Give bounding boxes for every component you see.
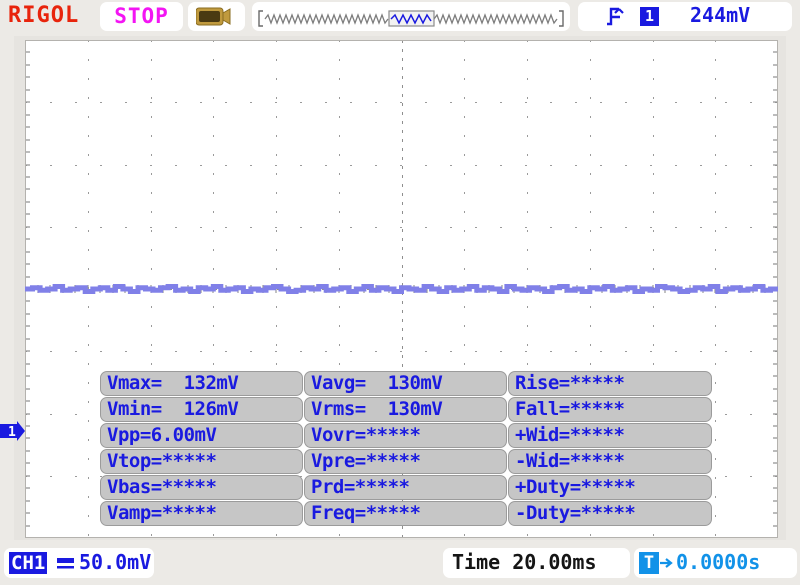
measurement-cell[interactable]: Vmin= 126mV — [100, 397, 303, 422]
measurement-cell[interactable]: Vpp=6.00mV — [100, 423, 303, 448]
measurement-cell[interactable]: -Duty=***** — [508, 501, 712, 526]
graticule-horizontal-line — [25, 102, 778, 103]
timebase-panel[interactable] — [443, 548, 630, 578]
trigger-level-value: 244mV — [690, 3, 751, 27]
brand-logo: RIGOL — [8, 3, 80, 28]
graticule-horizontal-line — [25, 227, 778, 228]
measurement-cell[interactable]: Vavg= 130mV — [304, 371, 507, 396]
measurement-cell[interactable]: Vbas=***** — [100, 475, 303, 500]
ch1-badge[interactable]: CH1 — [9, 552, 48, 574]
memory-waveform-bar-icon — [258, 10, 564, 27]
measurement-row: Vpp=6.00mV Vovr=***** +Wid=***** — [100, 423, 712, 448]
graticule-horizontal-line — [25, 165, 778, 166]
measurement-row: Vmax= 132mV Vavg= 130mV Rise=***** — [100, 371, 712, 396]
ch1-ground-reference-marker[interactable]: 1 — [0, 421, 26, 441]
measurement-cell[interactable]: Vtop=***** — [100, 449, 303, 474]
measurement-row: Vmin= 126mV Vrms= 130mV Fall=***** — [100, 397, 712, 422]
measurement-row: Vtop=***** Vpre=***** -Wid=***** — [100, 449, 712, 474]
measurement-cell[interactable]: Vrms= 130mV — [304, 397, 507, 422]
graticule-horizontal-line — [25, 351, 778, 352]
trigger-position-badge: T — [639, 552, 659, 574]
measurement-cell[interactable]: Vpre=***** — [304, 449, 507, 474]
measurement-cell[interactable]: -Wid=***** — [508, 449, 712, 474]
measurement-cell[interactable]: +Duty=***** — [508, 475, 712, 500]
measurement-cell[interactable]: Vmax= 132mV — [100, 371, 303, 396]
measurement-cell[interactable]: Freq=***** — [304, 501, 507, 526]
run-stop-status[interactable]: STOP — [100, 2, 183, 31]
measurement-cell[interactable]: Fall=***** — [508, 397, 712, 422]
ch1-volts-per-div: 50.0mV — [79, 550, 152, 574]
measurement-cell[interactable]: +Wid=***** — [508, 423, 712, 448]
measurement-table: Vmax= 132mV Vavg= 130mV Rise=***** Vmin= 12… — [100, 371, 712, 527]
dc-coupling-icon — [57, 558, 74, 569]
measurement-cell[interactable]: Prd=***** — [304, 475, 507, 500]
video-camera-icon — [196, 7, 231, 26]
ch1-waveform-trace — [25, 40, 778, 538]
measurement-cell[interactable]: Vamp=***** — [100, 501, 303, 526]
measurement-row: Vamp=***** Freq=***** -Duty=***** — [100, 501, 712, 526]
top-status-bar: RIGOL STOP 1 244mV — [0, 0, 800, 34]
trigger-position-value: 0.0000s — [676, 550, 761, 574]
timebase-value: Time 20.00ms — [452, 550, 597, 574]
measurement-row: Vbas=***** Prd=***** +Duty=***** — [100, 475, 712, 500]
trigger-source-badge[interactable]: 1 — [640, 7, 659, 26]
ch1-marker-label: 1 — [8, 425, 16, 440]
trigger-rising-edge-icon — [607, 7, 624, 26]
waveform-path — [25, 287, 778, 292]
measurement-cell[interactable]: Rise=***** — [508, 371, 712, 396]
right-arrow-icon — [660, 558, 673, 568]
measurement-cell[interactable]: Vovr=***** — [304, 423, 507, 448]
